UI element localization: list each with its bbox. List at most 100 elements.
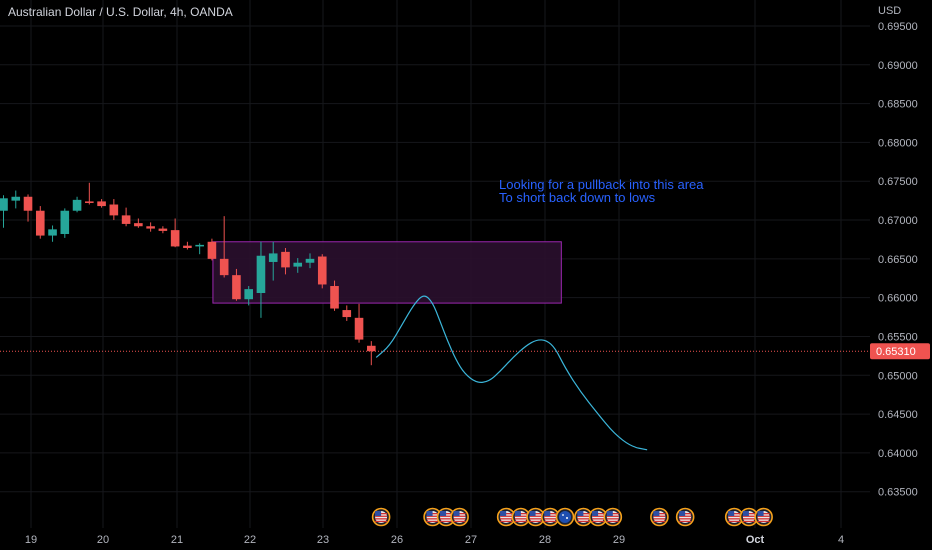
candle[interactable] [317, 254, 327, 289]
x-tick-label: Oct [746, 534, 765, 546]
candle[interactable] [97, 199, 106, 208]
candle[interactable] [183, 241, 192, 250]
projected-price-path[interactable] [375, 295, 648, 451]
symbol-title: Australian Dollar / U.S. Dollar, 4h, OAN… [8, 5, 233, 19]
candle-body [330, 286, 339, 309]
candle-body [317, 256, 327, 285]
y-tick-label: 0.65500 [878, 331, 918, 343]
y-tick-label: 0.64000 [878, 448, 918, 460]
candle-body [293, 262, 303, 267]
x-tick-label: 20 [97, 534, 109, 546]
candle[interactable] [330, 280, 339, 311]
us-flag-event-icon[interactable] [754, 507, 773, 527]
candle-body [256, 255, 266, 294]
us-flag-event-icon[interactable] [540, 507, 560, 527]
y-tick-label: 0.68000 [878, 137, 918, 149]
candle[interactable] [23, 194, 33, 222]
target-zone-rectangle[interactable] [212, 241, 562, 304]
candle[interactable] [146, 222, 155, 232]
x-tick-label: 4 [838, 534, 844, 546]
candle[interactable] [158, 226, 168, 234]
candle[interactable] [109, 199, 119, 221]
candle[interactable] [367, 341, 376, 366]
y-tick-label: 0.69000 [878, 60, 918, 72]
candle[interactable] [305, 253, 315, 269]
y-tick-label: 0.67000 [878, 215, 918, 227]
x-tick-label: 29 [613, 534, 625, 546]
candle[interactable] [60, 208, 70, 238]
candle-body [121, 215, 131, 224]
candle[interactable] [134, 218, 143, 228]
current-price-label: 0.65310 [876, 346, 916, 358]
x-tick-label: 19 [25, 534, 37, 546]
us-flag-event-icon[interactable] [450, 507, 469, 527]
candle[interactable] [232, 268, 241, 301]
candles[interactable] [0, 182, 376, 366]
candle-body [354, 317, 364, 340]
us-flag-event-icon[interactable] [371, 507, 391, 527]
candle-body [281, 251, 290, 268]
price-axis[interactable]: 0.69500 0.69000 0.68500 0.68000 0.67500 0.670… [878, 21, 918, 499]
annotation-line-1: Looking for a pullback into this area [499, 177, 704, 192]
candle[interactable] [354, 303, 364, 343]
candle-body [342, 310, 352, 318]
candle[interactable] [219, 216, 229, 278]
us-flag-event-icon[interactable] [436, 507, 456, 527]
candle[interactable] [121, 207, 131, 227]
candle-body [23, 196, 33, 211]
candle-body [183, 245, 192, 248]
candle[interactable] [195, 243, 204, 255]
candle[interactable] [342, 305, 352, 321]
annotation-text[interactable]: Looking for a pullback into this area To… [499, 177, 704, 205]
us-flag-event-icon[interactable] [603, 507, 623, 527]
candle-body [0, 198, 8, 211]
candle[interactable] [293, 258, 303, 273]
au-flag-event-icon[interactable] [555, 507, 575, 527]
candle[interactable] [268, 241, 278, 281]
current-price-badge: 0.65310 [870, 343, 930, 360]
candle[interactable] [48, 225, 57, 242]
time-axis[interactable]: 19 20 21 22 23 26 27 28 29 Oct 4 [25, 534, 844, 546]
candle[interactable] [85, 182, 94, 205]
us-flag-event-icon[interactable] [588, 507, 608, 527]
candle-body [170, 230, 180, 247]
y-tick-label: 0.68500 [878, 99, 918, 111]
candle-body [158, 228, 168, 231]
candle-body [268, 253, 278, 262]
candle[interactable] [11, 190, 21, 209]
y-tick-label: 0.63500 [878, 487, 918, 499]
y-tick-label: 0.67500 [878, 176, 918, 188]
candle[interactable] [35, 206, 45, 239]
candle-body [195, 244, 204, 247]
candle-body [35, 210, 45, 236]
us-flag-event-icon[interactable] [574, 507, 593, 527]
candle[interactable] [207, 238, 217, 261]
candle-body [367, 345, 376, 352]
x-tick-label: 23 [317, 534, 329, 546]
y-tick-label: 0.64500 [878, 409, 918, 421]
candle[interactable] [72, 196, 82, 213]
candle-body [11, 196, 21, 201]
us-flag-event-icon[interactable] [650, 507, 669, 527]
candle[interactable] [281, 247, 290, 275]
candle-body [109, 204, 119, 216]
candle-body [207, 241, 217, 259]
economic-events[interactable] [371, 507, 773, 527]
candle-body [146, 226, 155, 229]
candle-body [134, 223, 143, 227]
us-flag-event-icon[interactable] [496, 507, 516, 527]
us-flag-event-icon[interactable] [675, 507, 695, 527]
candle[interactable] [170, 218, 180, 248]
us-flag-event-icon[interactable] [526, 507, 545, 527]
candle-body [232, 275, 241, 300]
candle[interactable] [256, 241, 266, 318]
candle-body [97, 201, 106, 207]
x-tick-label: 27 [465, 534, 477, 546]
x-tick-label: 21 [171, 534, 183, 546]
candle[interactable] [0, 195, 8, 228]
candle[interactable] [244, 286, 253, 306]
candle-body [244, 289, 253, 300]
y-tick-label: 0.66500 [878, 254, 918, 266]
x-tick-label: 28 [539, 534, 551, 546]
